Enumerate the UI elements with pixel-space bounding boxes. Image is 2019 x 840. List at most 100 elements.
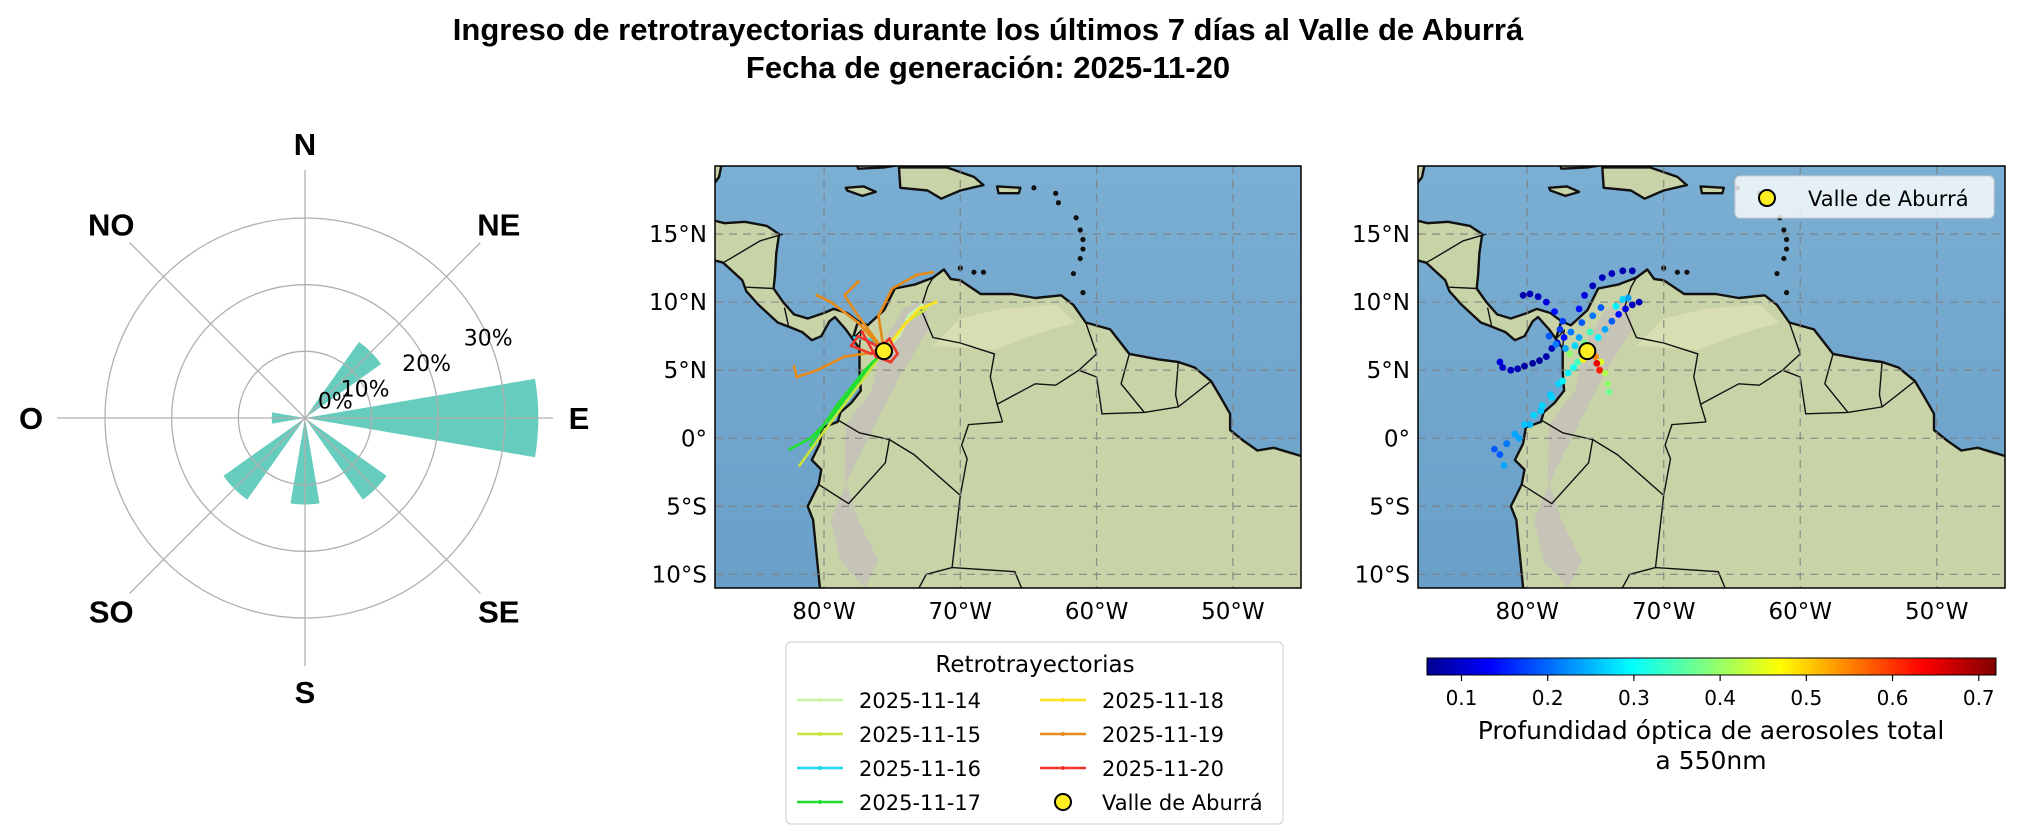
- aod-point-29: [1628, 267, 1636, 275]
- aod-point-66: [1612, 302, 1620, 310]
- aod-point-28: [1619, 267, 1627, 275]
- legend-origin-marker: [1758, 189, 1776, 207]
- rose-spoke-3: [304, 417, 481, 594]
- aod-point-17: [1608, 317, 1616, 325]
- map-a-xtick-0: 80°W: [792, 599, 856, 625]
- rose-radial-label-3: 30%: [464, 326, 513, 351]
- aod-point-9: [1529, 359, 1537, 367]
- map-a-andes: [830, 299, 929, 588]
- colorbar-label-line2: a 550nm: [1655, 746, 1766, 775]
- map-a-island-3: [1080, 246, 1086, 252]
- trajectory-point-6-0-1: [870, 341, 874, 345]
- map-b-xtick-2: 60°W: [1768, 599, 1832, 625]
- map-a-island-8: [1053, 190, 1059, 196]
- legend-dot-0: [818, 698, 822, 702]
- map-b-border-10: [1655, 566, 1726, 588]
- aod-point-50: [1548, 394, 1556, 401]
- map-a-origin: [874, 342, 893, 361]
- map-b-origin: [1578, 342, 1597, 361]
- map-b-border-0: [1623, 277, 1707, 423]
- trajectory-1-0: [798, 349, 886, 467]
- aod-point-30: [1559, 317, 1567, 325]
- map-b-ticks: 80°W 70°W 60°W 50°W 15°N 10°N 5°N 0° 5°S 10°S: [1352, 222, 1968, 625]
- map-a-xtick-1: 70°W: [929, 599, 993, 625]
- map-a-border-8: [996, 369, 1080, 405]
- map-b-island-5: [1774, 270, 1780, 277]
- rose-radial-label-1: 10%: [341, 377, 390, 402]
- legend-entries: 2025-11-14 2025-11-15 2025-11-16 2025-11-17…: [797, 689, 1263, 815]
- colorbar-ticklabel-3: 0.4: [1704, 686, 1736, 710]
- aod-point-65: [1556, 325, 1564, 333]
- aod-point-13: [1499, 364, 1507, 371]
- rose-direction-1: NE: [477, 207, 520, 242]
- legend-origin-label: Valle de Aburrá: [1808, 187, 1969, 211]
- trajectory-5-2: [877, 270, 935, 353]
- aod-points: [1491, 267, 1643, 469]
- aod-point-69: [1589, 312, 1597, 320]
- map-a-island-10: [971, 269, 977, 275]
- aod-point-68: [1624, 294, 1632, 302]
- map-b-xtick-3: 50°W: [1905, 599, 1969, 625]
- map-a-border-12: [722, 233, 784, 264]
- aod-point-18: [1615, 310, 1623, 318]
- map-b-land: [1418, 166, 2005, 588]
- trajectory-point-1-0-1: [863, 375, 867, 379]
- aod-point-3: [1567, 328, 1575, 336]
- aod-point-60: [1596, 366, 1603, 374]
- rose-direction-3: SE: [478, 595, 519, 630]
- map-a-border-2: [852, 328, 862, 349]
- legend-dot-4: [1061, 698, 1065, 702]
- trajectory-point-3-1-1: [863, 368, 867, 372]
- map-a-ticks: 80°W 70°W 60°W 50°W 15°N 10°N 5°N 0° 5°S 10°S: [649, 222, 1265, 625]
- trajectory-point-6-0-5: [887, 337, 892, 341]
- trajectory-point-5-1-3: [795, 375, 799, 379]
- aod-point-35: [1519, 291, 1527, 299]
- rose-direction-0: N: [294, 127, 316, 162]
- colorbar-ticks: 0.1 0.2 0.3 0.4 0.5 0.6 0.7: [1446, 675, 1995, 710]
- rose-direction-7: NO: [88, 207, 135, 242]
- map-a-island-7: [1055, 200, 1062, 206]
- legend-label-2: 2025-11-16: [859, 757, 981, 781]
- map-b-border-7: [1878, 361, 1883, 408]
- map-a-land-cuba: [856, 166, 901, 170]
- aod-point-63: [1552, 340, 1560, 348]
- aod-point-2: [1575, 334, 1583, 341]
- map-a-border-4: [889, 439, 961, 496]
- legend-label-6: 2025-11-20: [1102, 757, 1224, 781]
- colorbar: 0.1 0.2 0.3 0.4 0.5 0.6 0.7 Profundidad óptica…: [1426, 657, 1997, 775]
- map-b-border-11: [1449, 286, 1477, 290]
- aod-point-27: [1608, 270, 1616, 277]
- map-a-land-jamaica: [844, 185, 877, 198]
- trajectory-point-6-0-7: [889, 360, 893, 364]
- aod-point-36: [1574, 358, 1582, 366]
- map-b-border-2: [1555, 328, 1565, 349]
- trajectory-point-0-0-1: [897, 334, 901, 338]
- colorbar-label-line1: Profundidad óptica de aerosoles total: [1478, 716, 1945, 745]
- aod-point-23: [1575, 305, 1583, 313]
- map-b-island-12: [1684, 269, 1690, 275]
- legend-dot-5: [1061, 732, 1065, 736]
- legend-dot-1: [818, 732, 822, 736]
- rose-spoke-5: [129, 417, 306, 594]
- aod-point-64: [1545, 332, 1553, 340]
- aod-point-21: [1635, 298, 1643, 306]
- map-b-border-12: [1425, 233, 1487, 264]
- trajectory-5-1: [792, 349, 886, 379]
- aod-point-7: [1542, 353, 1550, 360]
- trajectory-point-3-0-5: [788, 447, 792, 451]
- aod-point-31: [1551, 308, 1558, 316]
- figure-title: Ingreso de retrotrayectorias durante los…: [452, 12, 1524, 47]
- trajectory-point-5-2-3: [915, 273, 919, 277]
- map-b-land-hispaniola: [1601, 166, 1689, 200]
- rose-radial-label-2: 20%: [402, 352, 451, 377]
- aod-map: 80°W 70°W 60°W 50°W 15°N 10°N 5°N 0° 5°S 10°S Val…: [1352, 165, 2006, 625]
- map-b-legend: Valle de Aburrá: [1734, 175, 1995, 219]
- map-b-grid: [1418, 166, 2005, 588]
- colorbar-ticklabel-5: 0.6: [1877, 686, 1909, 710]
- aod-point-55: [1601, 369, 1609, 377]
- legend-label-1: 2025-11-15: [859, 723, 981, 747]
- map-b-ytick-2: 5°N: [1367, 358, 1410, 384]
- map-b-land-cuba: [1559, 166, 1604, 170]
- wind-rose: N NE E SE S SO O NO 0%10% 20% 30%: [19, 127, 589, 710]
- aod-point-10: [1521, 362, 1528, 370]
